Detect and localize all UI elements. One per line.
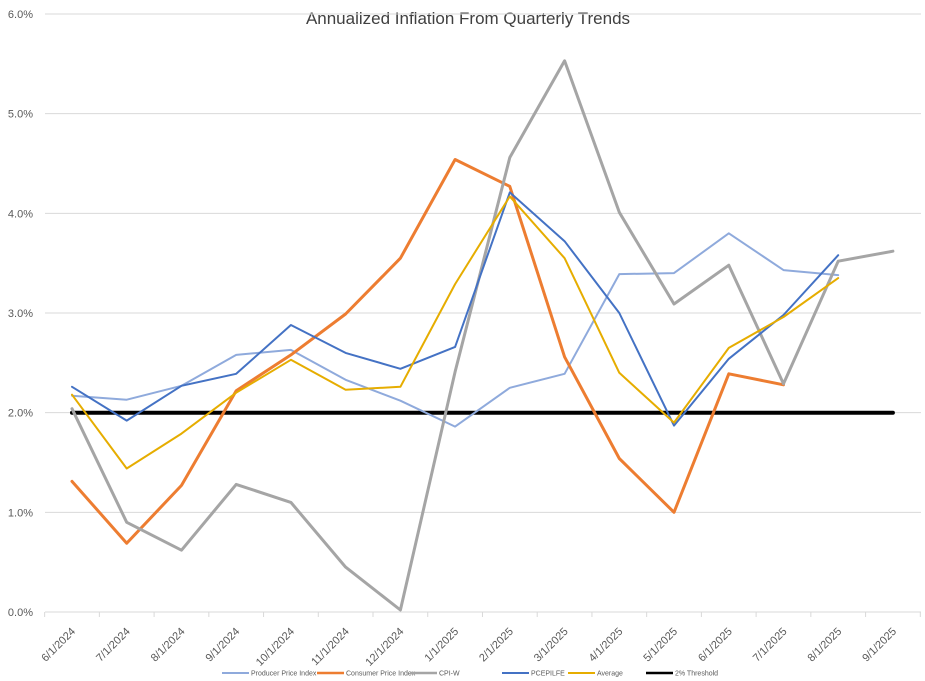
series-lines xyxy=(70,59,895,612)
y-axis: 0.0% 1.0% 2.0% 3.0% 4.0% 5.0% 6.0% xyxy=(8,9,33,619)
series-line-average xyxy=(71,195,840,470)
legend-label: CPI-W xyxy=(439,671,460,678)
x-tick-label: 8/1/2025 xyxy=(806,626,845,665)
y-tick-label: 3.0% xyxy=(8,308,33,320)
x-tick-label: 8/1/2024 xyxy=(149,626,188,665)
y-tick-label: 5.0% xyxy=(8,109,33,121)
y-tick-label: 1.0% xyxy=(8,507,33,519)
legend-label: PCEPILFE xyxy=(531,671,565,678)
legend: Producer Price Index Consumer Price Index… xyxy=(222,671,718,678)
x-tick-label: 10/1/2024 xyxy=(254,626,297,669)
x-tick-label: 5/1/2025 xyxy=(641,626,680,665)
series-line-pcepilfe xyxy=(71,191,840,427)
x-tick-label: 9/1/2024 xyxy=(204,626,243,665)
x-axis: 6/1/2024 7/1/2024 8/1/2024 9/1/2024 10/1/202… xyxy=(39,612,921,669)
legend-label: Average xyxy=(597,671,623,678)
legend-label: 2% Threshold xyxy=(675,671,718,678)
x-tick-label: 4/1/2025 xyxy=(587,626,626,665)
x-tick-label: 7/1/2024 xyxy=(94,626,133,665)
y-tick-label: 2.0% xyxy=(8,408,33,420)
x-tick-label: 11/1/2024 xyxy=(309,626,352,669)
legend-label: Consumer Price Index xyxy=(346,671,416,678)
y-tick-label: 4.0% xyxy=(8,208,33,220)
x-tick-label: 1/1/2025 xyxy=(422,626,461,665)
legend-label: Producer Price Index xyxy=(251,671,317,678)
x-tick-label: 6/1/2025 xyxy=(696,626,735,665)
series-line-producer-price-index xyxy=(71,232,840,428)
series-line-consumer-price-index xyxy=(70,158,785,545)
y-tick-label: 6.0% xyxy=(8,9,33,21)
y-tick-label: 0.0% xyxy=(8,607,33,619)
x-tick-label: 7/1/2025 xyxy=(751,626,790,665)
chart-title: Annualized Inflation From Quarterly Tren… xyxy=(306,9,630,28)
x-tick-label: 9/1/2025 xyxy=(860,626,899,665)
x-tick-label: 3/1/2025 xyxy=(532,626,571,665)
x-tick-label: 2/1/2025 xyxy=(477,626,516,665)
x-tick-label: 12/1/2024 xyxy=(363,626,406,669)
x-tick-label: 6/1/2024 xyxy=(39,626,78,665)
series-line-cpi-w xyxy=(70,59,895,612)
